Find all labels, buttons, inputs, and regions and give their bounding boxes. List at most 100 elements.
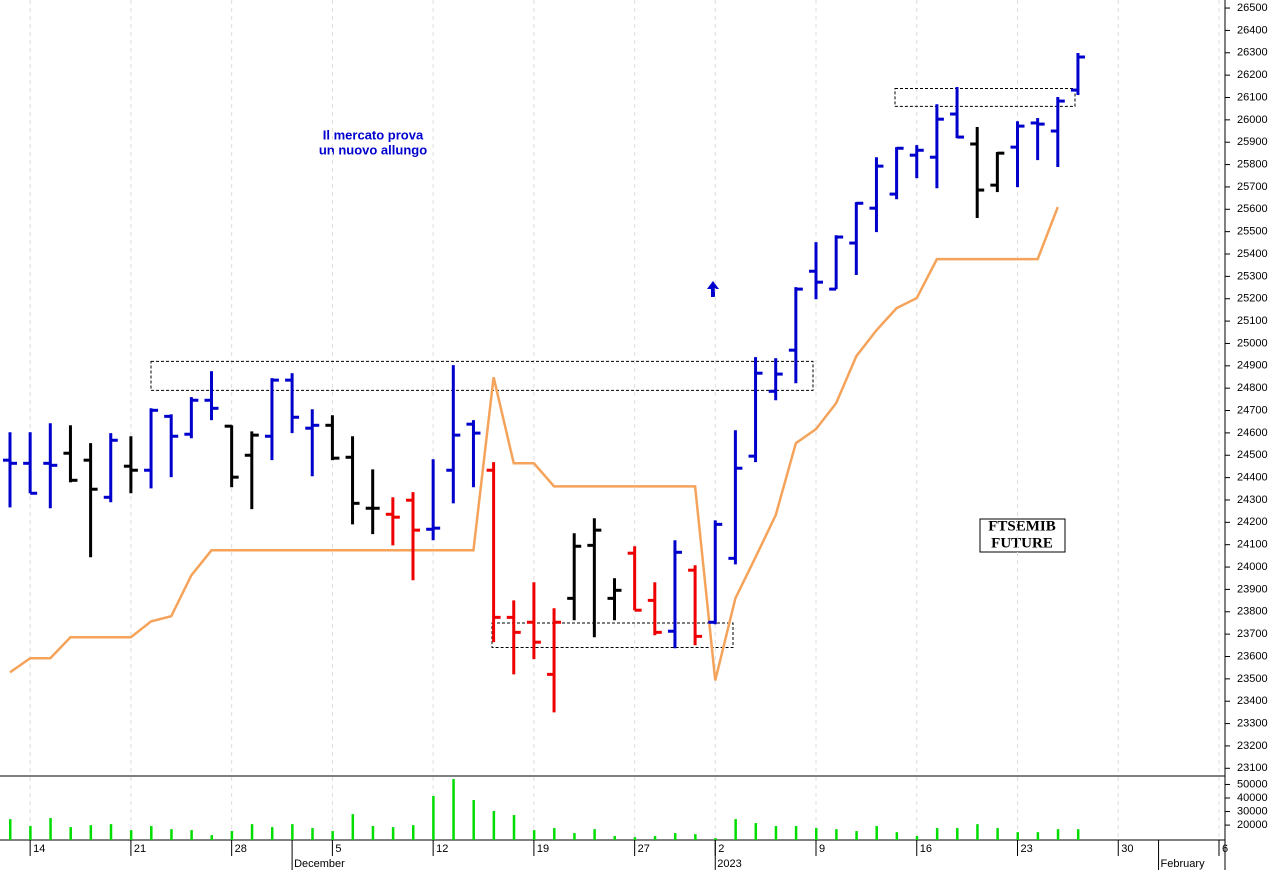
y-tick-label: 26500: [1237, 2, 1268, 14]
volume-bar: [210, 835, 213, 840]
y-tick-label: 25800: [1237, 158, 1268, 170]
y-tick-label: 26000: [1237, 114, 1268, 126]
y-tick-label: 23800: [1237, 606, 1268, 618]
volume-bar: [794, 826, 798, 840]
x-tick-label: 5: [335, 843, 341, 855]
y-tick-label: 23300: [1237, 717, 1268, 729]
volume-bar: [230, 831, 234, 840]
instrument-label: FTSEMIB: [988, 518, 1056, 534]
y-tick-label: 25400: [1237, 248, 1268, 260]
y-tick-label: 24300: [1237, 494, 1268, 506]
volume-bar: [492, 811, 496, 840]
volume-bar: [270, 827, 274, 840]
volume-bar: [996, 828, 999, 840]
y-tick-label: 25700: [1237, 181, 1268, 193]
volume-bar: [49, 818, 52, 840]
month-label: 2023: [717, 858, 741, 870]
volume-bar: [976, 824, 979, 840]
volume-bar: [351, 814, 355, 840]
y-tick-label: 25100: [1237, 315, 1268, 327]
volume-tick-label: 20000: [1237, 819, 1268, 831]
x-tick-label: 12: [436, 843, 448, 855]
volume-bar: [593, 829, 596, 840]
x-tick-label: 16: [920, 843, 932, 855]
volume-bar: [734, 819, 737, 840]
volume-bar: [855, 831, 858, 840]
y-tick-label: 24100: [1237, 539, 1268, 551]
y-tick-label: 23400: [1237, 695, 1268, 707]
y-tick-label: 25200: [1237, 293, 1268, 305]
instrument-label: FUTURE: [991, 535, 1053, 551]
volume-bar: [1056, 829, 1060, 840]
y-tick-label: 23100: [1237, 762, 1268, 774]
y-tick-label: 25900: [1237, 136, 1268, 148]
x-tick-label: 9: [819, 843, 825, 855]
volume-bar: [532, 830, 536, 840]
y-tick-label: 24600: [1237, 427, 1268, 439]
volume-bar: [774, 826, 778, 840]
volume-bar: [331, 831, 334, 840]
volume-tick-label: 40000: [1237, 792, 1268, 804]
volume-bar: [1076, 829, 1080, 840]
month-label: December: [294, 858, 345, 870]
volume-bar: [754, 823, 758, 840]
volume-bar: [412, 825, 415, 840]
annotation: un nuovo allungo: [319, 142, 427, 157]
x-tick-label: 2: [718, 843, 724, 855]
volume-bar: [109, 824, 113, 840]
volume-bar: [653, 836, 657, 840]
y-tick-label: 23600: [1237, 650, 1268, 662]
y-tick-label: 24000: [1237, 561, 1268, 573]
volume-bar: [89, 825, 93, 840]
trend-line: [9, 206, 1059, 681]
y-tick-label: 25300: [1237, 270, 1268, 282]
annotation: Il mercato prova: [323, 127, 424, 142]
y-tick-label: 25000: [1237, 337, 1268, 349]
y-tick-label: 26100: [1237, 91, 1268, 103]
volume-bar: [291, 824, 294, 840]
volume-bar: [150, 826, 153, 840]
y-tick-label: 23200: [1237, 740, 1268, 752]
y-tick-label: 23500: [1237, 673, 1268, 685]
volume-bar: [129, 830, 133, 840]
volume-bar: [311, 828, 314, 840]
volume-bar: [633, 837, 637, 840]
volume-bar: [391, 827, 395, 840]
volume-bar: [835, 829, 838, 840]
volume-bar: [613, 836, 616, 840]
zone-box: [491, 622, 734, 649]
y-tick-label: 24400: [1237, 472, 1268, 484]
y-tick-label: 23700: [1237, 628, 1268, 640]
x-tick-label: 28: [235, 843, 247, 855]
x-tick-label: 14: [33, 843, 45, 855]
volume-bar: [371, 826, 375, 840]
volume-tick-label: 50000: [1237, 778, 1268, 790]
label-box: [979, 518, 1066, 553]
volume-bar: [9, 819, 12, 840]
volume-bar: [815, 828, 818, 840]
y-tick-label: 26400: [1237, 24, 1268, 36]
volume-bar: [472, 800, 475, 840]
x-tick-label: 30: [1121, 843, 1133, 855]
x-tick-label: 21: [134, 843, 146, 855]
volume-bar: [170, 829, 173, 840]
volume-bar: [673, 833, 677, 840]
volume-bar: [956, 828, 959, 840]
volume-bar: [512, 815, 516, 840]
arrow-icon: [707, 281, 719, 297]
volume-bar: [432, 795, 435, 840]
volume-bar: [1036, 832, 1040, 840]
y-tick-label: 25500: [1237, 226, 1268, 238]
y-tick-label: 26200: [1237, 69, 1268, 81]
y-tick-label: 24500: [1237, 449, 1268, 461]
volume-bar: [573, 833, 576, 840]
x-tick-label: 23: [1021, 843, 1033, 855]
volume-bar: [895, 832, 899, 840]
y-tick-label: 24200: [1237, 516, 1268, 528]
y-tick-label: 23900: [1237, 583, 1268, 595]
x-tick-label: 27: [638, 843, 650, 855]
x-tick-label: 6: [1222, 843, 1228, 855]
y-tick-label: 24800: [1237, 382, 1268, 394]
